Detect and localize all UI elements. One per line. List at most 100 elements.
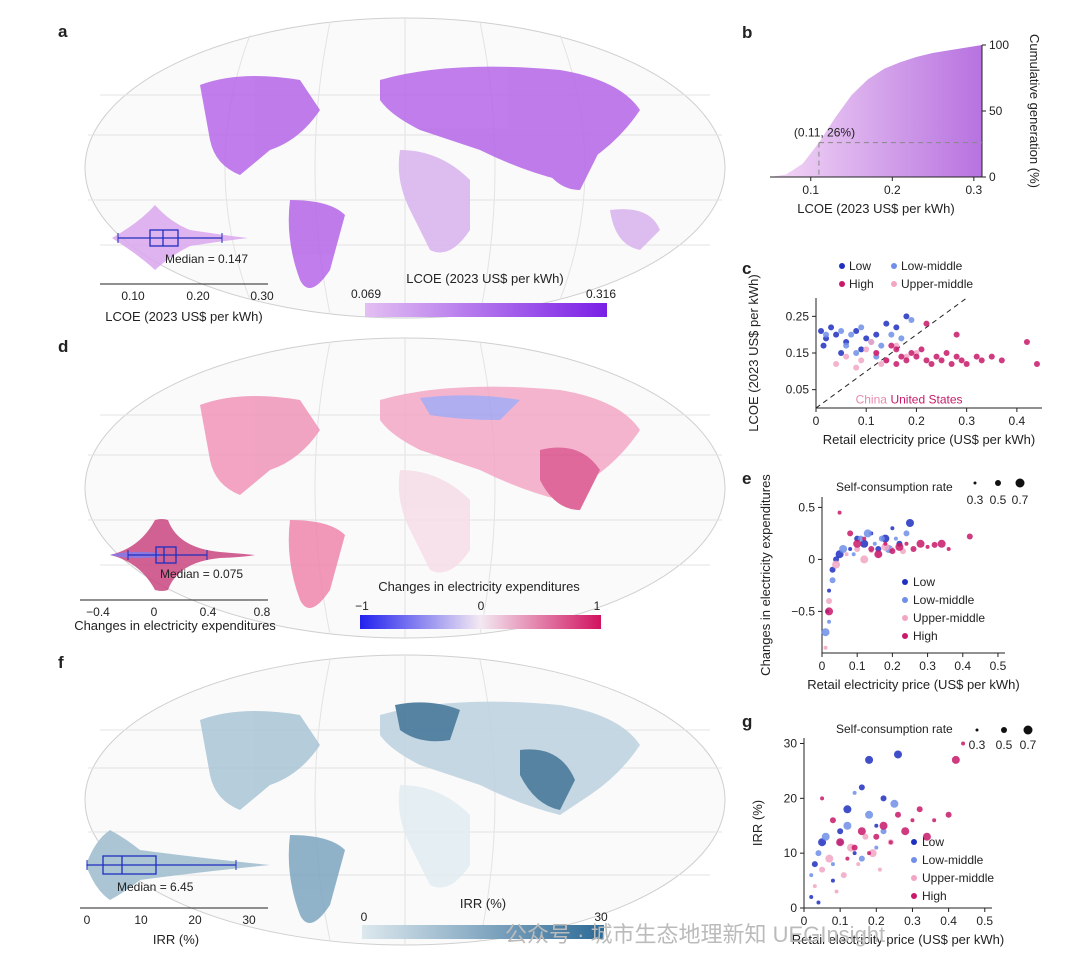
point-high	[868, 546, 875, 552]
point-low-middle	[829, 577, 836, 584]
point-high	[888, 840, 893, 845]
chart-g: 0 0.1 0.2 0.3 0.4 0.5 0 10 20 30 Retail electricit…	[750, 722, 1037, 947]
colorbar-f: IRR (%) 0 30	[361, 896, 608, 939]
x-tick-label-c: 0.4	[1009, 414, 1026, 428]
point-high	[879, 821, 888, 830]
point-upper-middle	[825, 854, 834, 863]
point-low-middle	[827, 619, 832, 624]
point-high	[951, 755, 960, 764]
chart-e: 0 0.1 0.2 0.3 0.4 0.5 −0.5 0 0.5 Retail electrici…	[758, 474, 1029, 692]
inset-f-tick-1: 0	[84, 913, 91, 927]
chart-c: 0 0.1 0.2 0.3 0.4 0.05 0.15 0.25 Retail electric…	[746, 259, 1042, 447]
point-high	[836, 838, 845, 847]
map-a: 0.10 0.20 0.30 Median = 0.147 LCOE (2023…	[58, 17, 726, 324]
point-low-middle	[893, 536, 898, 541]
size-legend-title-e: Self-consumption rate	[836, 480, 953, 494]
x-tick-label-e: 0.4	[954, 659, 971, 673]
point-low-middle	[890, 799, 899, 808]
size-legend-value-g: 0.5	[996, 738, 1013, 752]
point-high	[904, 541, 909, 546]
point-high	[895, 542, 904, 551]
point-high	[873, 833, 880, 840]
colorbar-f-max: 30	[594, 910, 608, 924]
point-high	[1023, 339, 1030, 345]
point-low	[860, 539, 869, 548]
y-tick-label-e: 0	[808, 552, 815, 566]
point-low	[830, 878, 835, 883]
point-low-middle	[857, 535, 864, 542]
point-high	[829, 817, 836, 824]
panel-label-a: a	[58, 22, 68, 41]
x-tick-label-e: 0.3	[919, 659, 936, 673]
y-tick-label-c: 0.15	[786, 346, 810, 360]
legend-marker-c	[891, 281, 897, 287]
point-low-middle	[821, 628, 830, 637]
size-legend-marker-g	[1001, 727, 1007, 733]
colorbar-d-max: 1	[594, 599, 601, 613]
y-tick-label-b: 50	[989, 104, 1003, 118]
inset-d-median: Median = 0.075	[160, 567, 243, 581]
point-upper-middle	[853, 364, 860, 371]
panel-label-g: g	[742, 712, 752, 731]
y-tick-label-c: 0.05	[786, 383, 810, 397]
y-tick-label-g: 20	[784, 791, 798, 805]
x-tick-label-g: 0.2	[868, 914, 885, 928]
point-low	[827, 588, 832, 593]
point-low	[880, 795, 887, 802]
x-tick-label-g: 0.5	[976, 914, 993, 928]
point-low-middle	[858, 324, 865, 331]
map-d: −0.4 0 0.4 0.8 Median = 0.075 Changes in…	[58, 337, 726, 639]
point-upper-middle	[863, 346, 870, 353]
point-high	[908, 350, 915, 356]
point-low	[874, 823, 879, 828]
y-axis-label-g: IRR (%)	[750, 800, 765, 846]
point-low-middle	[821, 832, 830, 841]
y-tick-label-e: −0.5	[791, 604, 815, 618]
point-low-middle	[839, 545, 848, 553]
x-tick-label-g: 0.3	[904, 914, 921, 928]
point-upper-middle	[868, 339, 875, 345]
legend-marker-e	[902, 579, 908, 585]
point-high	[888, 342, 895, 349]
y-tick-label-g: 10	[784, 846, 798, 860]
point-low-middle	[843, 821, 852, 830]
point-low-middle	[858, 855, 865, 862]
x-tick-label-e: 0.5	[990, 659, 1007, 673]
point-high	[973, 353, 980, 360]
point-low	[903, 313, 910, 320]
legend-label-g: High	[922, 889, 947, 903]
point-low-middle	[823, 331, 830, 338]
x-tick-label-g: 0	[801, 914, 808, 928]
point-upper-middle	[844, 552, 849, 557]
point-low-middle	[838, 328, 845, 334]
point-high	[873, 350, 880, 356]
y-axis-label-c: LCOE (2023 US$ per kWh)	[746, 274, 761, 432]
point-low	[809, 895, 814, 900]
point-upper-middle	[881, 542, 890, 551]
point-low-middle	[851, 552, 856, 557]
x-tick-label-c: 0	[813, 414, 820, 428]
point-high	[945, 811, 952, 818]
point-low-middle	[888, 331, 895, 338]
point-low-middle	[852, 790, 857, 795]
point-high	[931, 541, 938, 548]
point-low	[853, 328, 860, 334]
point-high	[963, 361, 970, 367]
point-high	[925, 544, 930, 549]
legend-label-c: Low	[849, 259, 871, 273]
point-low	[848, 547, 853, 551]
point-low	[829, 566, 836, 573]
legend-marker-g	[911, 839, 917, 845]
point-high	[895, 811, 901, 818]
y-tick-label-b: 0	[989, 170, 996, 184]
colorbar-f-min: 0	[361, 910, 368, 924]
point-low-middle	[874, 845, 879, 850]
inset-f-tick-2: 10	[134, 913, 148, 927]
legend-marker-g	[911, 857, 917, 863]
point-high	[883, 541, 888, 546]
x-tick-label-c: 0.3	[958, 414, 975, 428]
land-d	[200, 386, 640, 608]
point-upper-middle	[858, 357, 865, 364]
legend-marker-g	[911, 875, 917, 881]
